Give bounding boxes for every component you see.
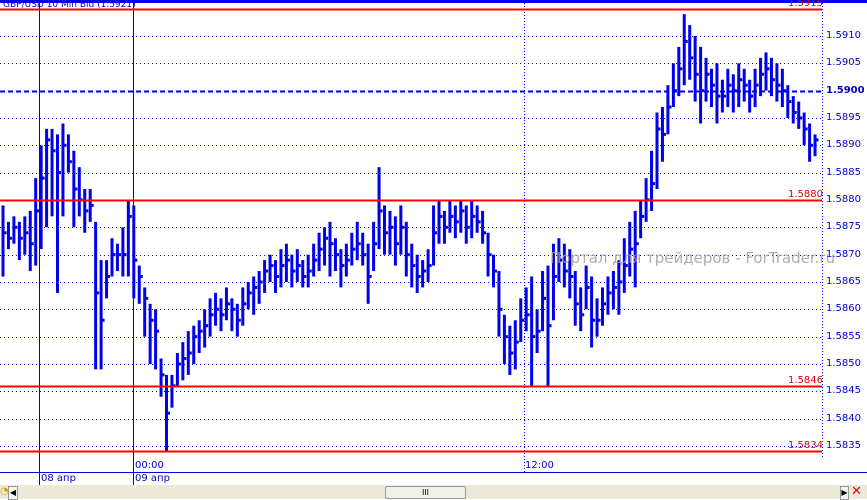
scroll-right-button[interactable]: ▶ — [840, 486, 849, 500]
level-label: 1.5880 — [788, 188, 823, 200]
time-label: 12:00 — [525, 460, 554, 471]
scroll-left-button[interactable]: ◀ — [8, 486, 18, 500]
price-tick-label: 1.5890 — [826, 138, 861, 150]
price-tick-label: 1.5835 — [826, 439, 861, 451]
price-tick-label: 1.5885 — [826, 166, 861, 178]
price-tick-label: 1.5855 — [826, 330, 861, 342]
date-label: 09 апр — [135, 473, 170, 484]
price-tick-label: 1.5840 — [826, 412, 861, 424]
price-tick-label: 1.5900 — [826, 84, 865, 96]
price-tick-label: 1.5905 — [826, 56, 861, 68]
chart-title: GBP/USD 10 Min Bid (1.5921) — [3, 0, 136, 10]
chart-settings-icon[interactable]: ◔ — [0, 486, 9, 497]
price-tick-label: 1.5875 — [826, 220, 861, 232]
price-tick-label: 1.5845 — [826, 384, 861, 396]
price-tick-label: 1.5910 — [826, 29, 861, 41]
price-tick-label: 1.5860 — [826, 302, 861, 314]
watermark: Портал для трейдеров - ForTrader.ru — [550, 249, 836, 267]
price-tick-label: 1.5870 — [826, 248, 861, 260]
close-icon[interactable]: ✕ — [851, 484, 862, 499]
scrollbar-thumb[interactable]: III — [385, 486, 466, 499]
horizontal-scrollbar[interactable]: ◔ ◀ III ▶ ✕ — [0, 484, 867, 500]
price-tick-label: 1.5850 — [826, 357, 861, 369]
level-label: 1.5915 — [788, 0, 823, 9]
price-chart[interactable] — [0, 0, 867, 485]
price-tick-label: 1.5895 — [826, 111, 861, 123]
date-label: 08 апр — [41, 473, 76, 484]
time-label: 00:00 — [135, 460, 164, 471]
level-label: 1.5846 — [788, 374, 823, 386]
level-label: 1.5834 — [788, 439, 823, 451]
price-tick-label: 1.5865 — [826, 275, 861, 287]
price-tick-label: 1.5880 — [826, 193, 861, 205]
